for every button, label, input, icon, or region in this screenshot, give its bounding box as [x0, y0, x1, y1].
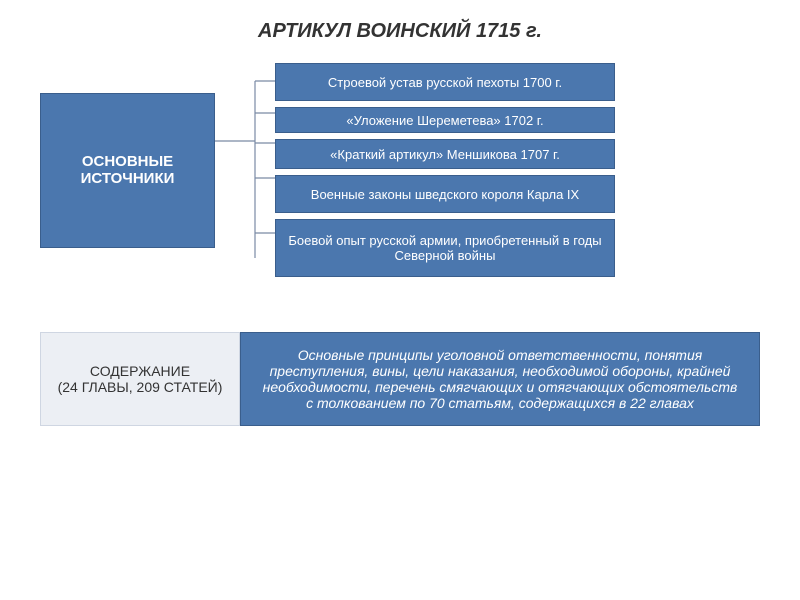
source-item: Военные законы шведского короля Карла IX — [275, 175, 615, 213]
source-item: Строевой устав русской пехоты 1700 г. — [275, 63, 615, 101]
source-item-label: «Уложение Шереметева» 1702 г. — [346, 113, 543, 128]
description-text: Основные принципы уголовной ответственно… — [259, 347, 741, 411]
bottom-row: СОДЕРЖАНИЕ (24 ГЛАВЫ, 209 СТАТЕЙ) Основн… — [40, 332, 760, 426]
source-item: «Уложение Шереметева» 1702 г. — [275, 107, 615, 133]
page-title: АРТИКУЛ ВОИНСКИЙ 1715 г. — [40, 20, 760, 43]
source-item-label: Строевой устав русской пехоты 1700 г. — [328, 75, 562, 90]
source-item-label: Боевой опыт русской армии, приобретенный… — [284, 233, 606, 263]
content-box: СОДЕРЖАНИЕ (24 ГЛАВЫ, 209 СТАТЕЙ) — [40, 332, 240, 426]
content-label-2: (24 ГЛАВЫ, 209 СТАТЕЙ) — [58, 379, 223, 395]
page-root: АРТИКУЛ ВОИНСКИЙ 1715 г. ОСНОВНЫЕ ИСТОЧН… — [0, 0, 800, 600]
description-box: Основные принципы уголовной ответственно… — [240, 332, 760, 426]
sources-column: Строевой устав русской пехоты 1700 г. «У… — [275, 63, 615, 277]
source-item: Боевой опыт русской армии, приобретенный… — [275, 219, 615, 277]
source-item-label: «Краткий артикул» Меншикова 1707 г. — [330, 147, 560, 162]
top-section: ОСНОВНЫЕ ИСТОЧНИКИ Строевой устав русско… — [40, 63, 760, 277]
main-sources-label: ОСНОВНЫЕ ИСТОЧНИКИ — [41, 153, 214, 187]
content-label-1: СОДЕРЖАНИЕ — [90, 363, 190, 379]
source-item: «Краткий артикул» Меншикова 1707 г. — [275, 139, 615, 169]
source-item-label: Военные законы шведского короля Карла IX — [311, 187, 579, 202]
main-sources-box: ОСНОВНЫЕ ИСТОЧНИКИ — [40, 93, 215, 248]
